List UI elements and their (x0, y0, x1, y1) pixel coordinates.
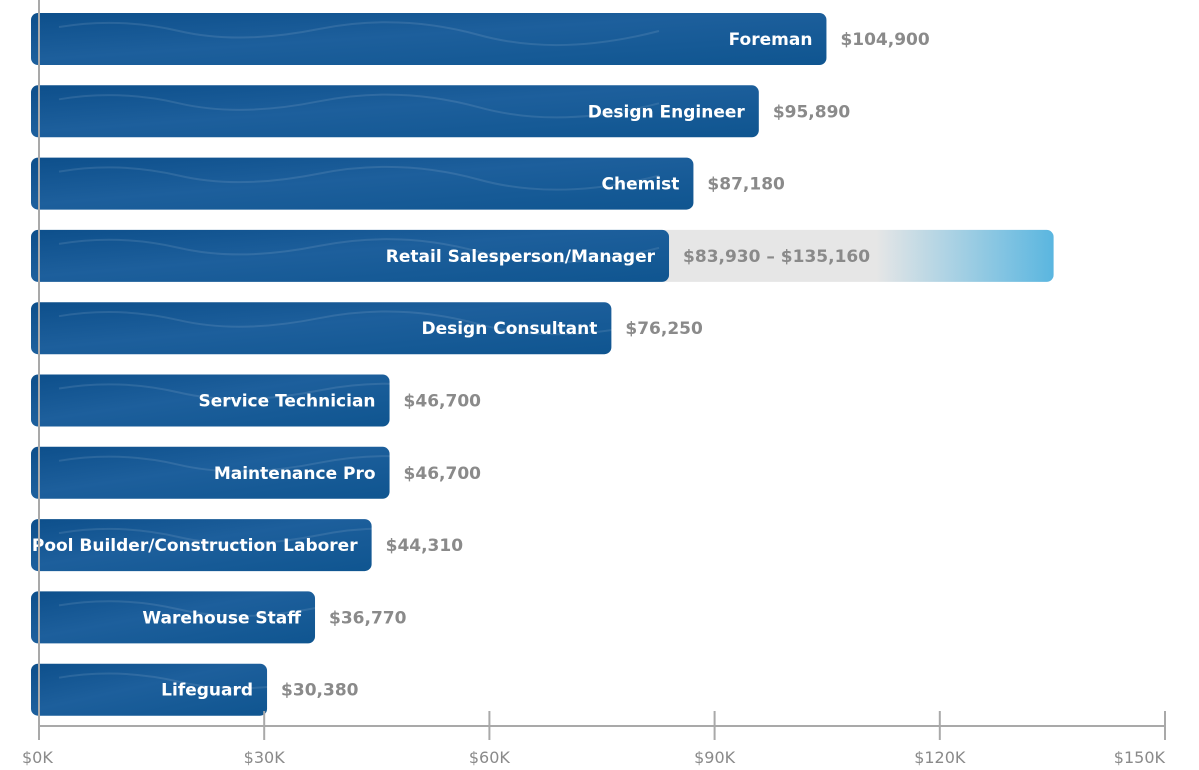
bar-texture-retail-salesperson-manager (58, 238, 660, 263)
bar-label-pool-builder-construction-laborer: Pool Builder/Construction Laborer (32, 536, 358, 556)
x-tick-label-0: $0K (22, 748, 53, 767)
bar-texture-foreman (58, 21, 660, 47)
bar-lifeguard (31, 663, 268, 716)
bar-texture-pool-builder-construction-laborer (58, 527, 660, 553)
x-tick-label-5: $150K (1114, 748, 1166, 767)
bar-label-service-technician: Service Technician (198, 392, 375, 412)
bars-layer (31, 13, 827, 716)
bar-maintenance-pro (31, 446, 390, 499)
bar-pool-builder-construction-laborer (31, 519, 372, 572)
bar-label-maintenance-pro: Maintenance Pro (214, 464, 376, 484)
value-label-design-consultant: $76,250 (625, 319, 703, 339)
value-label-lifeguard: $30,380 (281, 681, 359, 701)
range-layer (659, 229, 1054, 282)
bar-warehouse-staff (31, 591, 316, 644)
bar-texture-design-engineer (58, 93, 660, 119)
bar-label-design-engineer: Design Engineer (588, 102, 746, 122)
value-label-service-technician: $46,700 (404, 392, 482, 412)
labels-layer: Foreman $104,900 Design Engineer $95,890 Che… (32, 30, 930, 701)
bar-label-warehouse-staff: Warehouse Staff (142, 608, 301, 628)
bar-retail-salesperson-manager (31, 229, 670, 282)
range-bar-retail-salesperson-manager (659, 229, 1054, 282)
value-label-foreman: $104,900 (840, 30, 929, 50)
value-label-maintenance-pro: $46,700 (404, 464, 482, 484)
bar-texture-service-technician (58, 382, 660, 408)
bar-texture-design-consultant (58, 310, 660, 336)
value-label-pool-builder-construction-laborer: $44,310 (386, 536, 464, 556)
x-tick-label-4: $120K (914, 748, 966, 767)
bar-texture-lifeguard (58, 672, 660, 697)
value-label-retail-salesperson-manager: $83,930 – $135,160 (683, 247, 870, 267)
bar-texture-chemist (58, 165, 660, 191)
value-label-chemist: $87,180 (707, 175, 785, 195)
x-tick-label-2: $60K (469, 748, 511, 767)
x-tick-label-1: $30K (244, 748, 286, 767)
bar-texture-maintenance-pro (58, 455, 660, 480)
bar-label-lifeguard: Lifeguard (161, 681, 253, 701)
bar-label-design-consultant: Design Consultant (421, 319, 597, 339)
x-axis: $0K $30K $60K $90K $120K $150K (22, 0, 1166, 767)
value-label-design-engineer: $95,890 (773, 102, 851, 122)
x-tick-label-3: $90K (694, 748, 736, 767)
bar-design-engineer (31, 85, 759, 138)
bar-service-technician (31, 374, 390, 427)
bar-texture-warehouse-staff (58, 599, 660, 625)
bar-chemist (31, 157, 694, 210)
bar-foreman (31, 13, 827, 65)
bar-label-foreman: Foreman (729, 30, 813, 50)
bar-label-chemist: Chemist (602, 175, 680, 195)
value-label-warehouse-staff: $36,770 (329, 608, 407, 628)
bar-design-consultant (31, 302, 612, 355)
bar-label-retail-salesperson-manager: Retail Salesperson/Manager (386, 247, 656, 267)
